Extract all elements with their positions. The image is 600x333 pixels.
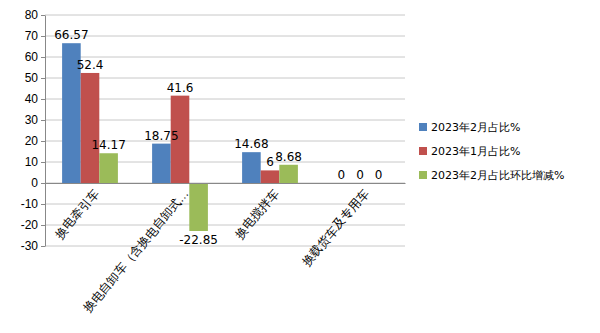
data-label: 0 — [356, 168, 364, 182]
y-tick-mark — [41, 162, 45, 163]
y-tick-label: 60 — [25, 50, 39, 64]
x-axis: 换电牵引车换电自卸车（含换电自卸式… 换电搅拌车换载货车及专用车 — [46, 184, 406, 316]
legend-item: 2023年2月占比% — [419, 121, 520, 134]
bar — [189, 183, 208, 231]
x-tick: 换电自卸车（含换电自卸式… — [81, 187, 192, 316]
y-tick-mark — [41, 99, 45, 100]
y-axis: -30 -20 -10 0 10 20 30 40 50 60 70 80 — [21, 8, 46, 253]
y-tick: 50 — [25, 71, 45, 85]
y-tick: -30 — [21, 239, 45, 253]
y-tick-label: 0 — [31, 176, 38, 190]
x-tick-label: 换电搅拌车 — [232, 187, 281, 242]
bar — [242, 152, 261, 183]
legend-item: 2023年2月占比环比增减% — [419, 169, 564, 182]
data-label: 18.75 — [144, 129, 178, 143]
bar — [279, 165, 298, 183]
data-label: 41.6 — [167, 81, 194, 95]
x-tick-label: 换载货车及专用车 — [299, 187, 371, 270]
legend-label: 2023年2月占比% — [431, 121, 520, 134]
y-tick-mark — [41, 15, 45, 16]
data-label: -22.85 — [179, 233, 218, 247]
bar — [99, 153, 118, 183]
y-tick-label: 10 — [25, 155, 39, 169]
data-labels: 66.57 18.75 14.68 0 52.4 41.6 6 0 14.17 -22.85 8.6… — [54, 28, 382, 247]
grid-line — [45, 246, 405, 247]
legend-swatch — [419, 171, 427, 179]
y-tick-label: 20 — [25, 134, 39, 148]
grid-line — [45, 15, 405, 16]
data-label: 14.17 — [91, 138, 125, 152]
y-tick: 20 — [25, 134, 45, 148]
y-tick: 10 — [25, 155, 45, 169]
y-tick-mark — [41, 78, 45, 79]
y-tick-label: 50 — [25, 71, 39, 85]
y-tick: 0 — [31, 176, 45, 190]
y-tick-mark — [41, 120, 45, 121]
bar — [261, 170, 280, 183]
y-tick-label: -10 — [21, 197, 39, 211]
grid-line — [45, 36, 405, 37]
grid-line — [45, 225, 405, 226]
x-tick: 换电搅拌车 — [232, 187, 281, 242]
y-tick: 40 — [25, 92, 45, 106]
legend-label: 2023年1月占比% — [431, 145, 520, 158]
data-label: 8.68 — [275, 150, 302, 164]
y-tick: 30 — [25, 113, 45, 127]
y-tick-mark — [41, 57, 45, 58]
y-tick-mark — [41, 204, 45, 205]
bar — [152, 144, 171, 183]
x-axis-line — [46, 183, 406, 184]
y-tick-label: 70 — [25, 29, 39, 43]
y-tick: 80 — [25, 8, 45, 22]
y-axis-line — [45, 16, 46, 247]
data-label: 52.4 — [77, 58, 104, 72]
y-tick-label: 40 — [25, 92, 39, 106]
y-tick-mark — [41, 225, 45, 226]
y-tick-label: -20 — [21, 218, 39, 232]
x-tick: 换电牵引车 — [52, 187, 101, 242]
legend-item: 2023年1月占比% — [419, 145, 520, 158]
y-tick: 60 — [25, 50, 45, 64]
data-label: 14.68 — [234, 137, 268, 151]
x-tick: 换载货车及专用车 — [299, 187, 371, 270]
y-tick-mark — [41, 183, 45, 184]
y-tick: -10 — [21, 197, 45, 211]
data-label: 66.57 — [54, 28, 88, 42]
data-label: 0 — [338, 168, 346, 182]
chart: -30-20-1001020304050607080换电牵引车换电自卸车（含换电… — [0, 0, 600, 333]
y-tick: 70 — [25, 29, 45, 43]
data-label: 0 — [375, 168, 383, 182]
y-tick-mark — [41, 141, 45, 142]
y-tick-label: 30 — [25, 113, 39, 127]
bar — [81, 73, 100, 183]
legend-label: 2023年2月占比环比增减% — [431, 169, 564, 182]
data-label: 6 — [266, 155, 274, 169]
y-tick-label: 80 — [25, 8, 39, 22]
legend-swatch — [419, 123, 427, 131]
x-tick-label: 换电牵引车 — [52, 187, 101, 242]
y-tick-mark — [41, 36, 45, 37]
y-tick-mark — [41, 246, 45, 247]
y-tick: -20 — [21, 218, 45, 232]
legend: 2023年2月占比% 2023年1月占比% 2023年2月占比环比增减% — [419, 121, 564, 182]
y-tick-label: -30 — [21, 239, 39, 253]
x-tick-label: 换电自卸车（含换电自卸式… — [81, 187, 192, 316]
legend-swatch — [419, 147, 427, 155]
